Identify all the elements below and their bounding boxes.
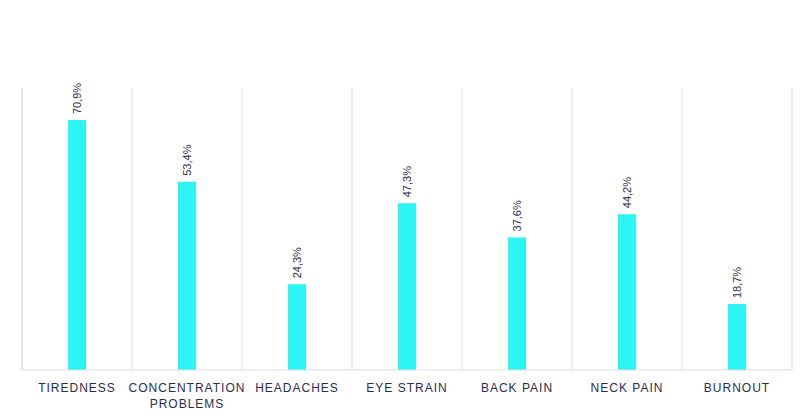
svg-text:70,9%: 70,9% xyxy=(71,83,83,114)
svg-text:24,3%: 24,3% xyxy=(291,247,303,278)
svg-text:NECK PAIN: NECK PAIN xyxy=(591,381,664,395)
svg-text:53,4%: 53,4% xyxy=(181,144,193,175)
svg-text:BACK PAIN: BACK PAIN xyxy=(481,381,553,395)
svg-text:44,2%: 44,2% xyxy=(621,177,633,208)
svg-text:37,6%: 37,6% xyxy=(511,200,523,231)
svg-text:47,3%: 47,3% xyxy=(401,166,413,197)
svg-text:EYE STRAIN: EYE STRAIN xyxy=(366,381,447,395)
svg-text:HEADACHES: HEADACHES xyxy=(255,381,339,395)
svg-text:TIREDNESS: TIREDNESS xyxy=(38,381,116,395)
svg-text:BURNOUT: BURNOUT xyxy=(704,381,770,395)
svg-text:CONCENTRATIONPROBLEMS: CONCENTRATIONPROBLEMS xyxy=(129,381,246,411)
svg-text:18,7%: 18,7% xyxy=(731,267,743,298)
